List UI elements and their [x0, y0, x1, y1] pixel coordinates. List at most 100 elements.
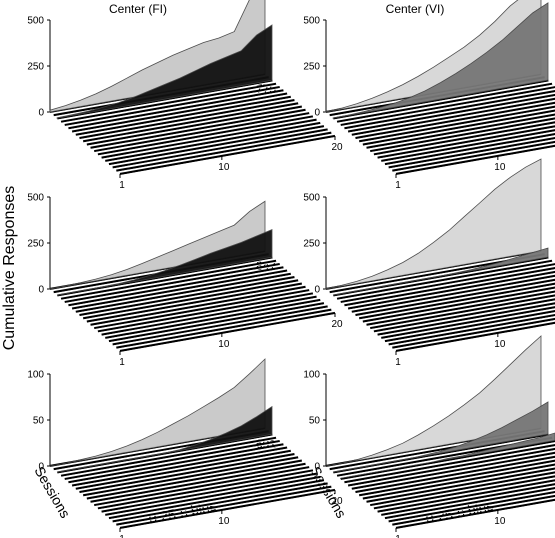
- session-baseline: [79, 453, 295, 494]
- session-baseline-highlight: [370, 119, 555, 153]
- cumulative-surface-2: [56, 24, 273, 119]
- session-baseline-highlight: [366, 292, 555, 327]
- session-baseline-highlight: [395, 323, 555, 353]
- session-baseline: [384, 487, 555, 520]
- session-baseline: [64, 262, 280, 304]
- session-baseline: [377, 125, 555, 159]
- session-baseline-highlight: [333, 81, 549, 121]
- z-tick-label: 0: [38, 108, 44, 119]
- session-baseline: [116, 485, 332, 526]
- session-baseline: [112, 305, 328, 346]
- x-tick-label: 10: [218, 516, 230, 527]
- z-tick-label: 50: [309, 416, 321, 427]
- session-baseline: [119, 311, 336, 353]
- session-baseline: [388, 490, 555, 523]
- session-baseline-highlight: [68, 268, 284, 308]
- session-baseline: [75, 449, 291, 490]
- session-baseline: [112, 482, 328, 523]
- session-baseline: [370, 117, 555, 153]
- z-tick-label: 250: [303, 239, 320, 250]
- z-tick-label: 500: [303, 193, 320, 204]
- session-baseline-highlight: [333, 435, 549, 475]
- session-baseline-highlight: [392, 496, 555, 527]
- session-baseline-highlight: [64, 265, 280, 304]
- session-baseline-highlight: [366, 115, 555, 150]
- x-tick-label: 1: [395, 534, 401, 538]
- z-tick-label: 250: [303, 62, 320, 73]
- session-baseline-highlight: [359, 284, 555, 321]
- session-baseline: [68, 89, 284, 130]
- session-baseline: [82, 102, 299, 143]
- session-baseline: [388, 136, 555, 169]
- session-baseline-highlight: [344, 446, 555, 485]
- session-baseline-highlight: [351, 276, 555, 314]
- session-baseline-highlight: [351, 99, 555, 137]
- session-baseline-highlight: [373, 477, 555, 511]
- session-baseline-highlight: [90, 287, 306, 327]
- y-axis-label: Cumulative Responses: [1, 186, 18, 351]
- session-baseline: [395, 498, 555, 530]
- cumulative-surface-3: [339, 432, 555, 479]
- session-baseline: [108, 125, 325, 166]
- session-baseline: [347, 270, 555, 310]
- session-baseline-highlight: [60, 261, 277, 301]
- session-baseline-highlight: [57, 435, 273, 475]
- session-baseline-highlight: [388, 139, 555, 170]
- session-baseline: [347, 93, 555, 133]
- session-baseline-highlight: [108, 481, 325, 521]
- session-baseline-highlight: [381, 131, 555, 163]
- session-baseline: [86, 282, 303, 323]
- session-baseline: [388, 313, 555, 346]
- session-baseline: [358, 105, 555, 143]
- session-baseline: [377, 479, 555, 513]
- x-tick-label: 10: [494, 162, 506, 173]
- z-tick-label: 0: [314, 285, 320, 296]
- session-baseline: [362, 286, 555, 323]
- x-tick-label: 1: [119, 357, 125, 368]
- session-baseline-highlight: [94, 468, 310, 507]
- session-baseline-highlight: [79, 101, 295, 140]
- session-baseline: [101, 472, 317, 513]
- session-baseline-highlight: [83, 104, 299, 144]
- session-baseline-highlight: [340, 442, 555, 481]
- session-baseline: [381, 483, 555, 517]
- session-baseline: [60, 436, 277, 477]
- session-baseline: [75, 272, 291, 313]
- session-baseline: [336, 82, 553, 123]
- session-baseline: [97, 292, 314, 333]
- session-baseline-highlight: [388, 316, 555, 347]
- session-baseline-highlight: [384, 312, 555, 344]
- session-baseline-highlight: [83, 281, 299, 321]
- session-baseline: [351, 97, 555, 136]
- session-baseline: [90, 285, 306, 326]
- cumulative-surface-1: [325, 158, 542, 290]
- session-baseline: [351, 274, 555, 313]
- session-baseline-highlight: [344, 92, 555, 131]
- session-baseline-highlight: [325, 252, 542, 291]
- session-baseline: [370, 294, 555, 330]
- z-tick-label: 100: [27, 370, 44, 381]
- session-baseline: [366, 290, 555, 326]
- session-baseline-highlight: [101, 120, 317, 160]
- session-baseline: [94, 466, 310, 507]
- session-baseline-highlight: [68, 91, 284, 131]
- session-baseline-highlight: [355, 280, 555, 317]
- session-baseline: [373, 475, 555, 510]
- session-baseline: [392, 140, 555, 172]
- z-tick-label: 500: [303, 16, 320, 27]
- session-baseline: [68, 443, 284, 484]
- session-baseline-highlight: [116, 133, 332, 173]
- cumulative-surface-2: [332, 2, 549, 119]
- session-baseline: [366, 113, 555, 149]
- session-baseline: [340, 263, 555, 304]
- chart-panel-1: 0 250 500 1 10 20: [27, 0, 343, 191]
- session-baseline-highlight: [373, 123, 555, 157]
- x-tick-label: 10: [218, 339, 230, 350]
- session-baseline: [108, 302, 325, 343]
- session-baseline: [355, 101, 555, 140]
- z-tick-label: 50: [33, 416, 45, 427]
- session-baseline: [119, 134, 336, 176]
- session-baseline: [358, 282, 555, 320]
- session-baseline-highlight: [72, 271, 288, 311]
- session-baseline: [90, 462, 306, 503]
